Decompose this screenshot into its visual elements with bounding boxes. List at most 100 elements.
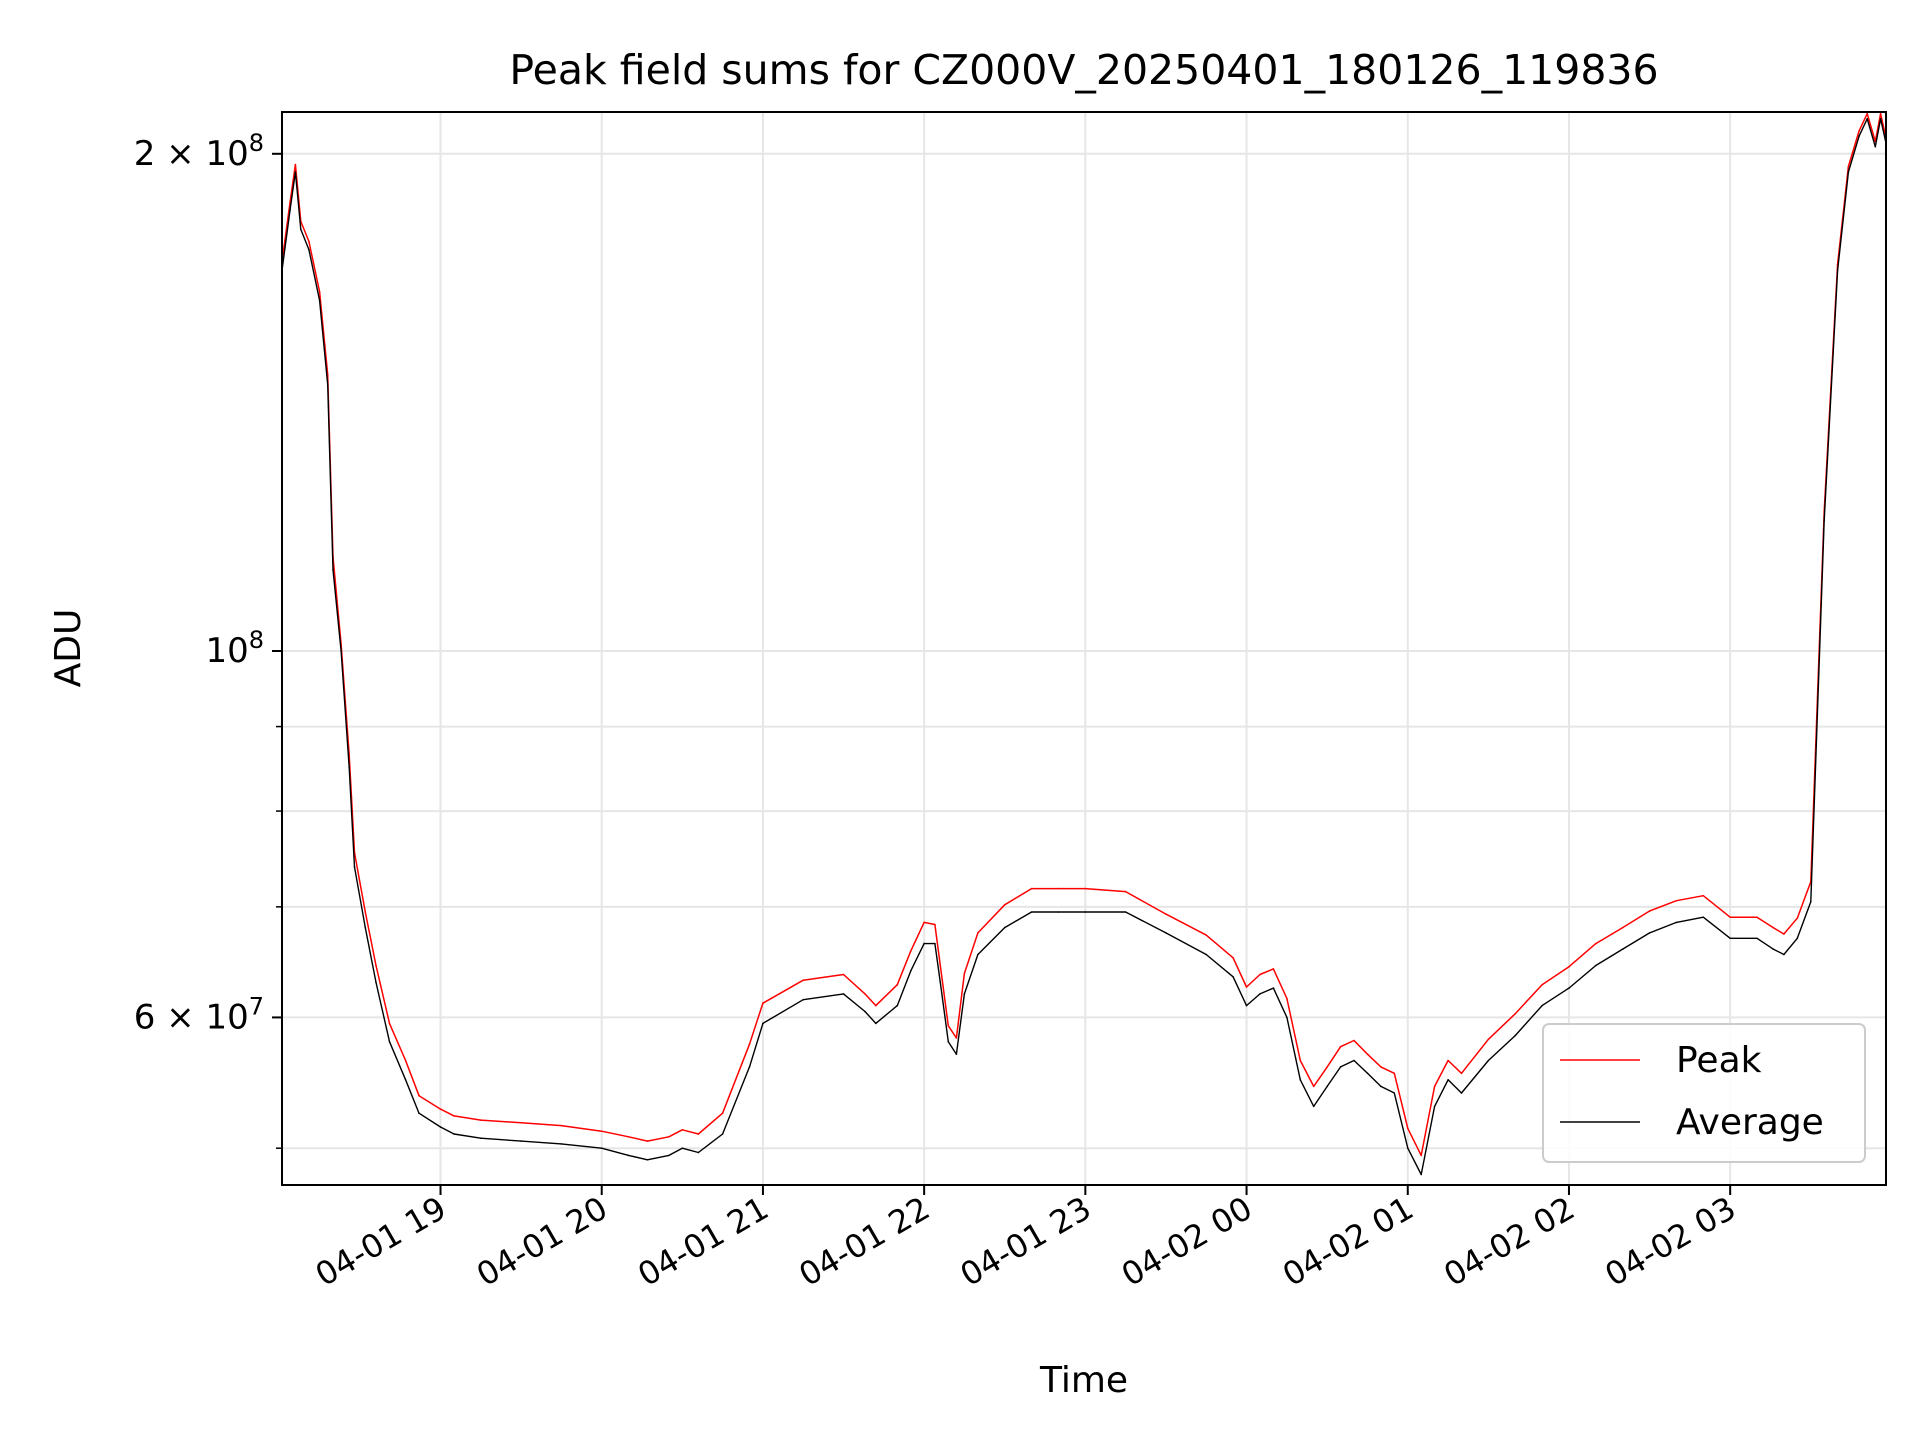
data-point-peak — [1084, 887, 1087, 890]
data-point-average — [1380, 1085, 1382, 1088]
data-point-average — [1030, 911, 1033, 913]
data-point-average — [1595, 964, 1597, 967]
data-point-average — [318, 299, 321, 302]
data-point-average — [1232, 976, 1234, 978]
data-point-peak — [480, 1119, 482, 1121]
data-point-peak — [1030, 887, 1033, 890]
data-point-average — [520, 1140, 522, 1142]
legend-peak-label: Peak — [1676, 1040, 1762, 1081]
data-point-average — [1756, 937, 1758, 940]
data-point-peak — [364, 911, 367, 913]
data-point-average — [453, 1133, 455, 1135]
data-point-peak — [1541, 983, 1543, 986]
data-point-average — [1541, 1004, 1543, 1007]
data-point-peak — [1595, 942, 1597, 945]
data-point-average — [600, 1147, 603, 1149]
data-point-peak — [294, 163, 297, 166]
data-point-peak — [1621, 926, 1624, 929]
data-point-average — [963, 993, 966, 995]
data-point-peak — [1772, 926, 1774, 929]
data-point-average — [762, 1022, 764, 1025]
data-point-average — [326, 383, 329, 386]
legend-box — [1542, 1023, 1866, 1163]
data-point-peak — [1675, 899, 1678, 902]
data-point-average — [1847, 171, 1850, 173]
data-point-peak — [864, 993, 866, 995]
data-point-average — [1205, 953, 1207, 956]
y-tick-label: 2 × 108 — [134, 129, 264, 174]
data-point-peak — [1514, 1013, 1516, 1015]
data-point-average — [388, 1040, 391, 1043]
y-tick-label: 108 — [205, 626, 264, 671]
data-point-peak — [1272, 968, 1275, 970]
data-point-average — [1568, 987, 1570, 989]
data-point-peak — [762, 1002, 764, 1004]
data-point-average — [1299, 1079, 1302, 1081]
data-point-average — [1420, 1173, 1422, 1176]
data-point-peak — [1420, 1154, 1422, 1157]
data-point-peak — [963, 972, 966, 975]
data-point-average — [340, 650, 342, 652]
data-point-peak — [1245, 986, 1248, 988]
data-point-average — [1836, 269, 1839, 272]
data-point-peak — [697, 1133, 700, 1135]
data-point-average — [364, 926, 367, 929]
data-point-peak — [600, 1130, 603, 1132]
data-point-average — [1447, 1079, 1449, 1081]
data-point-average — [1810, 900, 1812, 903]
data-point-peak — [896, 983, 899, 986]
data-point-peak — [748, 1043, 751, 1045]
data-point-average — [875, 1022, 877, 1025]
data-point-peak — [1286, 997, 1288, 1000]
data-point-peak — [453, 1115, 455, 1117]
data-point-average — [404, 1079, 407, 1081]
data-point-average — [560, 1143, 563, 1145]
data-point-average — [1245, 1004, 1248, 1007]
data-point-average — [1259, 993, 1261, 995]
data-point-peak — [1380, 1066, 1382, 1068]
data-point-average — [1003, 926, 1006, 929]
y-axis: 6 × 107 108 2 × 108 — [134, 129, 282, 1149]
data-point-average — [955, 1053, 958, 1055]
data-point-peak — [388, 1022, 391, 1025]
y-tick-label: 6 × 107 — [134, 992, 264, 1037]
data-point-peak — [1366, 1053, 1369, 1055]
data-point-average — [1460, 1092, 1463, 1094]
data-point-peak — [1702, 894, 1705, 897]
data-point-average — [1393, 1092, 1396, 1094]
y-axis-label: ADU — [48, 609, 89, 688]
data-point-peak — [1460, 1072, 1463, 1075]
data-point-peak — [875, 1004, 877, 1007]
data-point-average — [1433, 1105, 1436, 1108]
data-point-average — [1823, 519, 1825, 521]
data-point-peak — [842, 973, 845, 976]
data-point-average — [308, 248, 310, 251]
data-point-peak — [1393, 1072, 1396, 1075]
data-point-peak — [668, 1136, 670, 1138]
data-point-peak — [1003, 904, 1006, 906]
data-point-peak — [646, 1140, 649, 1142]
data-point-average — [909, 970, 912, 972]
data-point-peak — [1847, 165, 1850, 168]
data-point-average — [923, 942, 925, 945]
data-point-average — [418, 1112, 420, 1114]
data-point-peak — [404, 1059, 407, 1062]
data-point-peak — [439, 1108, 442, 1110]
data-point-peak — [418, 1094, 420, 1097]
plot-frame — [281, 111, 1887, 1186]
data-point-peak — [1312, 1085, 1315, 1088]
data-point-average — [977, 953, 979, 956]
data-point-average — [1366, 1072, 1369, 1075]
data-point-average — [1165, 932, 1167, 934]
data-point-peak — [1232, 957, 1234, 959]
data-point-average — [864, 1010, 866, 1013]
data-point-peak — [1259, 973, 1261, 976]
plot-area — [282, 112, 1886, 1176]
data-point-average — [1353, 1059, 1355, 1062]
data-point-peak — [520, 1122, 522, 1124]
data-point-peak — [1339, 1045, 1342, 1048]
data-point-peak — [909, 950, 912, 952]
data-point-peak — [560, 1124, 563, 1127]
data-point-peak — [1299, 1059, 1302, 1062]
